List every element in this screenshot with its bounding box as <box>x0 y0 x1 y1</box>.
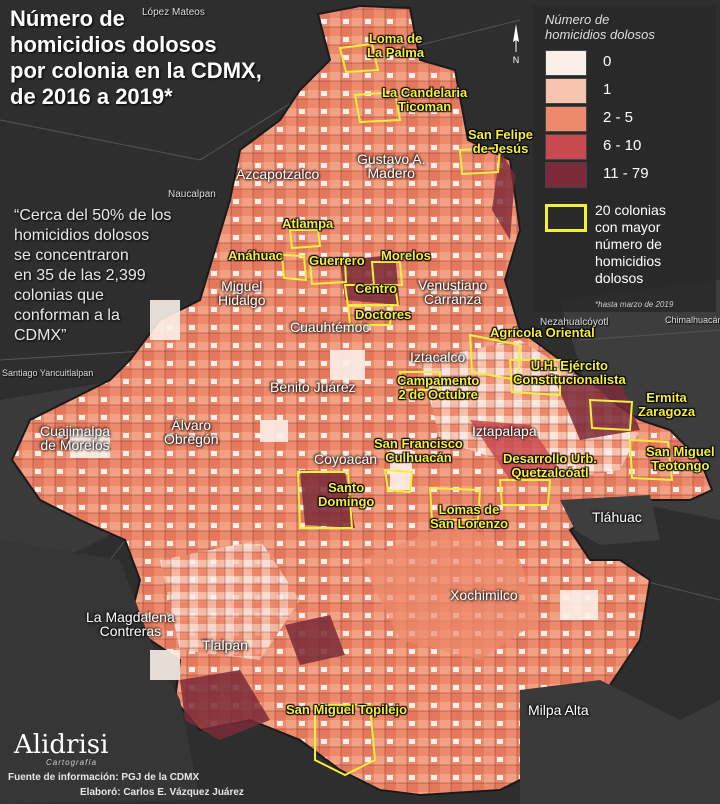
label-la-magdalena-contreras: La Magdalena Contreras <box>86 609 175 639</box>
legend-label: 1 <box>603 81 612 98</box>
legend: Número de homicidios dolosos 0 1 2 - 5 6 … <box>533 6 716 312</box>
label-lopez-mateos: López Mateos <box>142 7 205 18</box>
label-san-miguel-teotongo: San Miguel Teotongo <box>646 444 715 473</box>
label-san-felipe-de-jesus: San Felipe de Jesús <box>468 127 534 156</box>
label-xochimilco: Xochimilco <box>450 587 518 603</box>
label-morelos: Morelos <box>381 248 431 263</box>
legend-label: 6 - 10 <box>603 137 642 154</box>
label-agricola-oriental: Agrícola Oriental <box>490 325 595 340</box>
legend-swatch <box>545 78 587 104</box>
label-desarrollo-urb-quetzalcoatl: Desarrollo Urb. Quetzalcóatl <box>503 451 597 480</box>
legend-note: *hasta marzo de 2019 <box>595 300 674 309</box>
label-cuauhtemoc: Cuauhtémoc <box>290 319 370 335</box>
label-atlampa: Atlampa <box>282 216 334 231</box>
legend-title: Número de homicidios dolosos <box>545 12 655 42</box>
label-tlahuac: Tláhuac <box>592 509 642 525</box>
label-campamento-2-de-octubre: Campamento 2 de Octubre <box>397 373 480 402</box>
legend-label: 11 - 79 <box>603 165 649 182</box>
legend-swatch <box>545 106 587 132</box>
label-chimalhuacan: Chimalhuacán <box>665 315 720 325</box>
label-alvaro-obregon: Álvaro Obregón <box>164 417 219 447</box>
label-cuajimalpa-de-morelos: Cuajimalpa de Morelos <box>40 423 111 453</box>
label-iztapalapa: Iztapalapa <box>472 423 537 439</box>
label-ermita-zaragoza: Ermita Zaragoza <box>638 390 696 419</box>
legend-highlight-swatch <box>545 204 587 232</box>
legend-swatch <box>545 162 587 188</box>
quote-text: “Cerca del 50% de los homicidios dolosos s… <box>14 207 172 344</box>
label-lomas-de-san-lorenzo: Lomas de San Lorenzo <box>430 502 509 531</box>
legend-highlight-label: 20 colonias con mayor número de homicidios d… <box>595 202 666 286</box>
north-arrow-icon: N <box>513 24 520 65</box>
label-centro: Centro <box>355 281 397 296</box>
author-credit: Elaboró: Carlos E. Vázquez Juárez <box>80 787 244 798</box>
label-gustavo-a-madero: Gustavo A. Madero <box>357 151 426 181</box>
map-title: Número de homicidios dolosos por colonia e… <box>10 6 262 109</box>
label-uh-ejercito-constitucionalista: U.H. Ejército Constitucionalista <box>513 358 626 387</box>
legend-swatch <box>545 50 587 76</box>
alidrisi-logo: Alidrisi <box>14 730 109 760</box>
label-tlalpan: Tlalpan <box>202 637 248 653</box>
source-credit: Fuente de información: PGJ de la CDMX <box>8 772 200 783</box>
legend-swatch <box>545 134 587 160</box>
label-san-francisco-culhuacan: San Francisco Culhuacán <box>374 436 463 465</box>
label-la-candelaria-ticoman: La Candelaria Ticoman <box>382 85 468 114</box>
label-milpa-alta: Milpa Alta <box>528 702 589 718</box>
label-venustiano-carranza: Venustiano Carranza <box>418 277 488 307</box>
alidrisi-logo-subtitle: Cartografía <box>46 758 98 767</box>
label-benito-juarez: Benito Juárez <box>270 379 356 395</box>
label-iztacalco: Iztacalco <box>410 349 466 365</box>
north-label: N <box>513 55 520 65</box>
label-naucalpan: Naucalpan <box>168 189 216 200</box>
label-doctores: Doctores <box>355 307 412 322</box>
label-san-miguel-topilejo: San Miguel Topilejo <box>286 702 408 717</box>
label-coyoacan: Coyoacán <box>314 451 378 467</box>
label-santiago-yancuitlalpan: Santiago Yancuitlalpan <box>2 368 94 378</box>
label-guerrero: Guerrero <box>309 253 365 268</box>
label-anahuac: Anáhuac <box>228 248 283 263</box>
legend-label: 0 <box>603 53 612 70</box>
label-miguel-hidalgo: Miguel Hidalgo <box>218 278 266 308</box>
label-azcapotzalco: Azcapotzalco <box>236 166 320 182</box>
label-santo-domingo: Santo Domingo <box>318 480 375 509</box>
legend-label: 2 - 5 <box>603 109 634 126</box>
label-nezahualcoyotl: Nezahualcóyotl <box>540 317 609 328</box>
label-loma-de-la-palma: Loma de La Palma <box>367 31 425 60</box>
